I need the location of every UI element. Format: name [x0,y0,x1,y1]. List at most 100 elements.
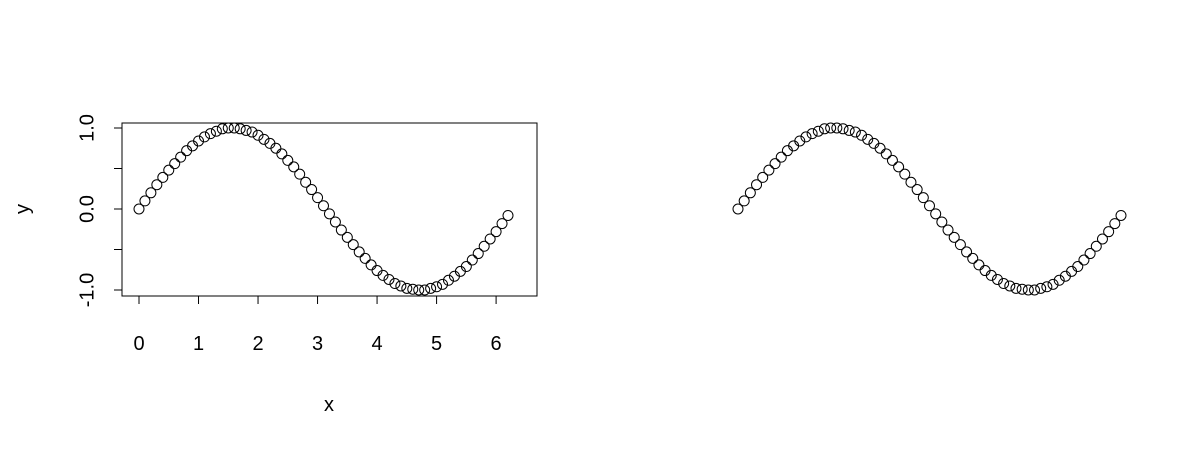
x-tick-label: 1 [193,333,204,355]
data-point [365,259,377,271]
data-point [151,179,163,191]
y-axis: -1.0 0.0 1.0 [76,114,123,307]
data-point [490,226,502,238]
data-point [133,203,145,215]
data-point [472,248,484,260]
data-point [323,208,335,220]
data-point [318,200,329,212]
data-point [837,123,849,135]
x-tick-label: 3 [312,333,323,355]
data-point [849,126,861,138]
data-point [502,209,514,221]
x-axis: 0 1 2 3 4 5 6 [133,295,502,355]
data-point [389,278,401,290]
data-point [812,125,824,137]
data-point [1096,233,1108,245]
data-point [806,128,818,140]
data-point [880,148,892,160]
data-point [744,187,756,199]
data-point [1066,265,1078,277]
data-point [1103,226,1115,238]
data-point [306,184,318,196]
data-point [954,239,966,251]
data-point [1035,282,1047,294]
data-point [781,145,793,157]
x-tick-label: 5 [431,333,442,355]
data-point [967,252,979,264]
data-point [763,164,775,176]
data-point [216,123,228,135]
left-data-points [133,122,514,296]
data-point [856,129,868,141]
data-point [911,184,923,196]
right-data-points [732,122,1127,296]
data-point [437,278,449,290]
data-point [769,158,781,170]
data-point [282,154,294,166]
data-point [917,192,929,204]
data-point [831,122,843,134]
data-point [347,239,359,251]
x-axis-label: x [324,394,334,416]
data-point [843,124,855,136]
data-point [1010,282,1022,294]
y-tick-label: 1.0 [76,114,98,142]
data-point [157,171,169,183]
data-point [234,123,246,135]
data-point [341,231,353,243]
data-point [401,282,413,294]
data-point [1022,284,1034,296]
data-point [991,273,1003,285]
data-point [1078,254,1090,266]
data-point [258,133,270,145]
data-point [193,135,205,147]
data-point [413,284,425,296]
data-point [1029,284,1041,296]
data-point [973,259,985,271]
data-point [800,131,812,143]
y-axis-label: y [12,204,34,214]
data-point [312,192,324,204]
x-tick-label: 2 [252,333,263,355]
data-point [377,269,389,281]
data-point [175,151,187,163]
data-point [1016,283,1028,295]
data-point [1004,280,1016,292]
data-point [899,168,911,180]
data-point [775,151,787,163]
data-point [198,131,210,143]
data-point [862,133,874,145]
data-point [359,252,371,264]
data-point [329,216,341,228]
data-point [794,135,806,147]
data-point [383,273,395,285]
data-point [757,171,769,183]
data-point [294,168,306,180]
data-point [431,281,443,293]
data-point [1090,240,1102,252]
data-point [1053,274,1065,286]
data-point [300,176,312,188]
data-point [496,218,508,230]
data-point [1109,218,1121,230]
data-point [222,122,234,134]
data-point [825,122,837,134]
data-point [425,282,437,294]
data-point [204,128,216,140]
data-point [395,280,407,292]
data-point [442,274,454,286]
y-tick-label: -1.0 [76,273,98,307]
data-point [145,187,157,199]
data-point [905,176,917,188]
plot-box [121,122,538,297]
data-point [924,200,935,212]
data-point [985,269,997,281]
data-point [163,164,175,176]
data-point [788,140,800,152]
data-point [169,158,181,170]
data-point [732,203,744,215]
data-point [979,265,991,277]
data-point [1047,278,1059,290]
data-point [1115,209,1127,221]
